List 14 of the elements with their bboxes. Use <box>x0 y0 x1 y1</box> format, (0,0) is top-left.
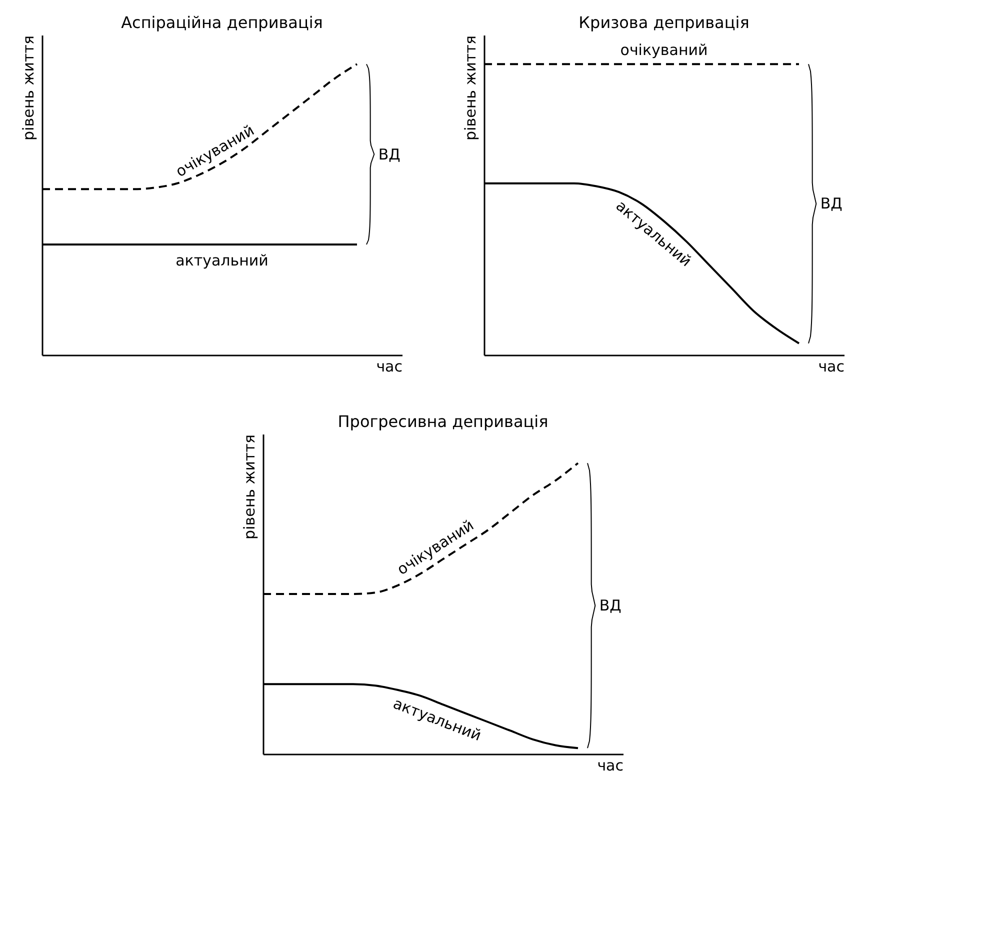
y-axis-title: рівень життя <box>240 434 258 540</box>
chart-title: Прогресивна депривація <box>338 412 548 431</box>
y-axis-title: рівень життя <box>462 36 480 140</box>
text: ВД <box>599 596 622 615</box>
y-axis-title: рівень життя <box>20 36 38 140</box>
series-label: актуальний <box>176 251 268 270</box>
series-label: очікуваний <box>620 41 708 60</box>
x-axis-title: час <box>597 756 624 774</box>
text: ВД <box>378 145 400 164</box>
chart-title: Кризова депривація <box>578 13 750 32</box>
chart-title: Аспіраційна депривація <box>121 13 323 32</box>
x-axis-title: час <box>376 358 402 376</box>
x-axis-title: час <box>818 358 844 376</box>
text: ВД <box>820 194 842 213</box>
